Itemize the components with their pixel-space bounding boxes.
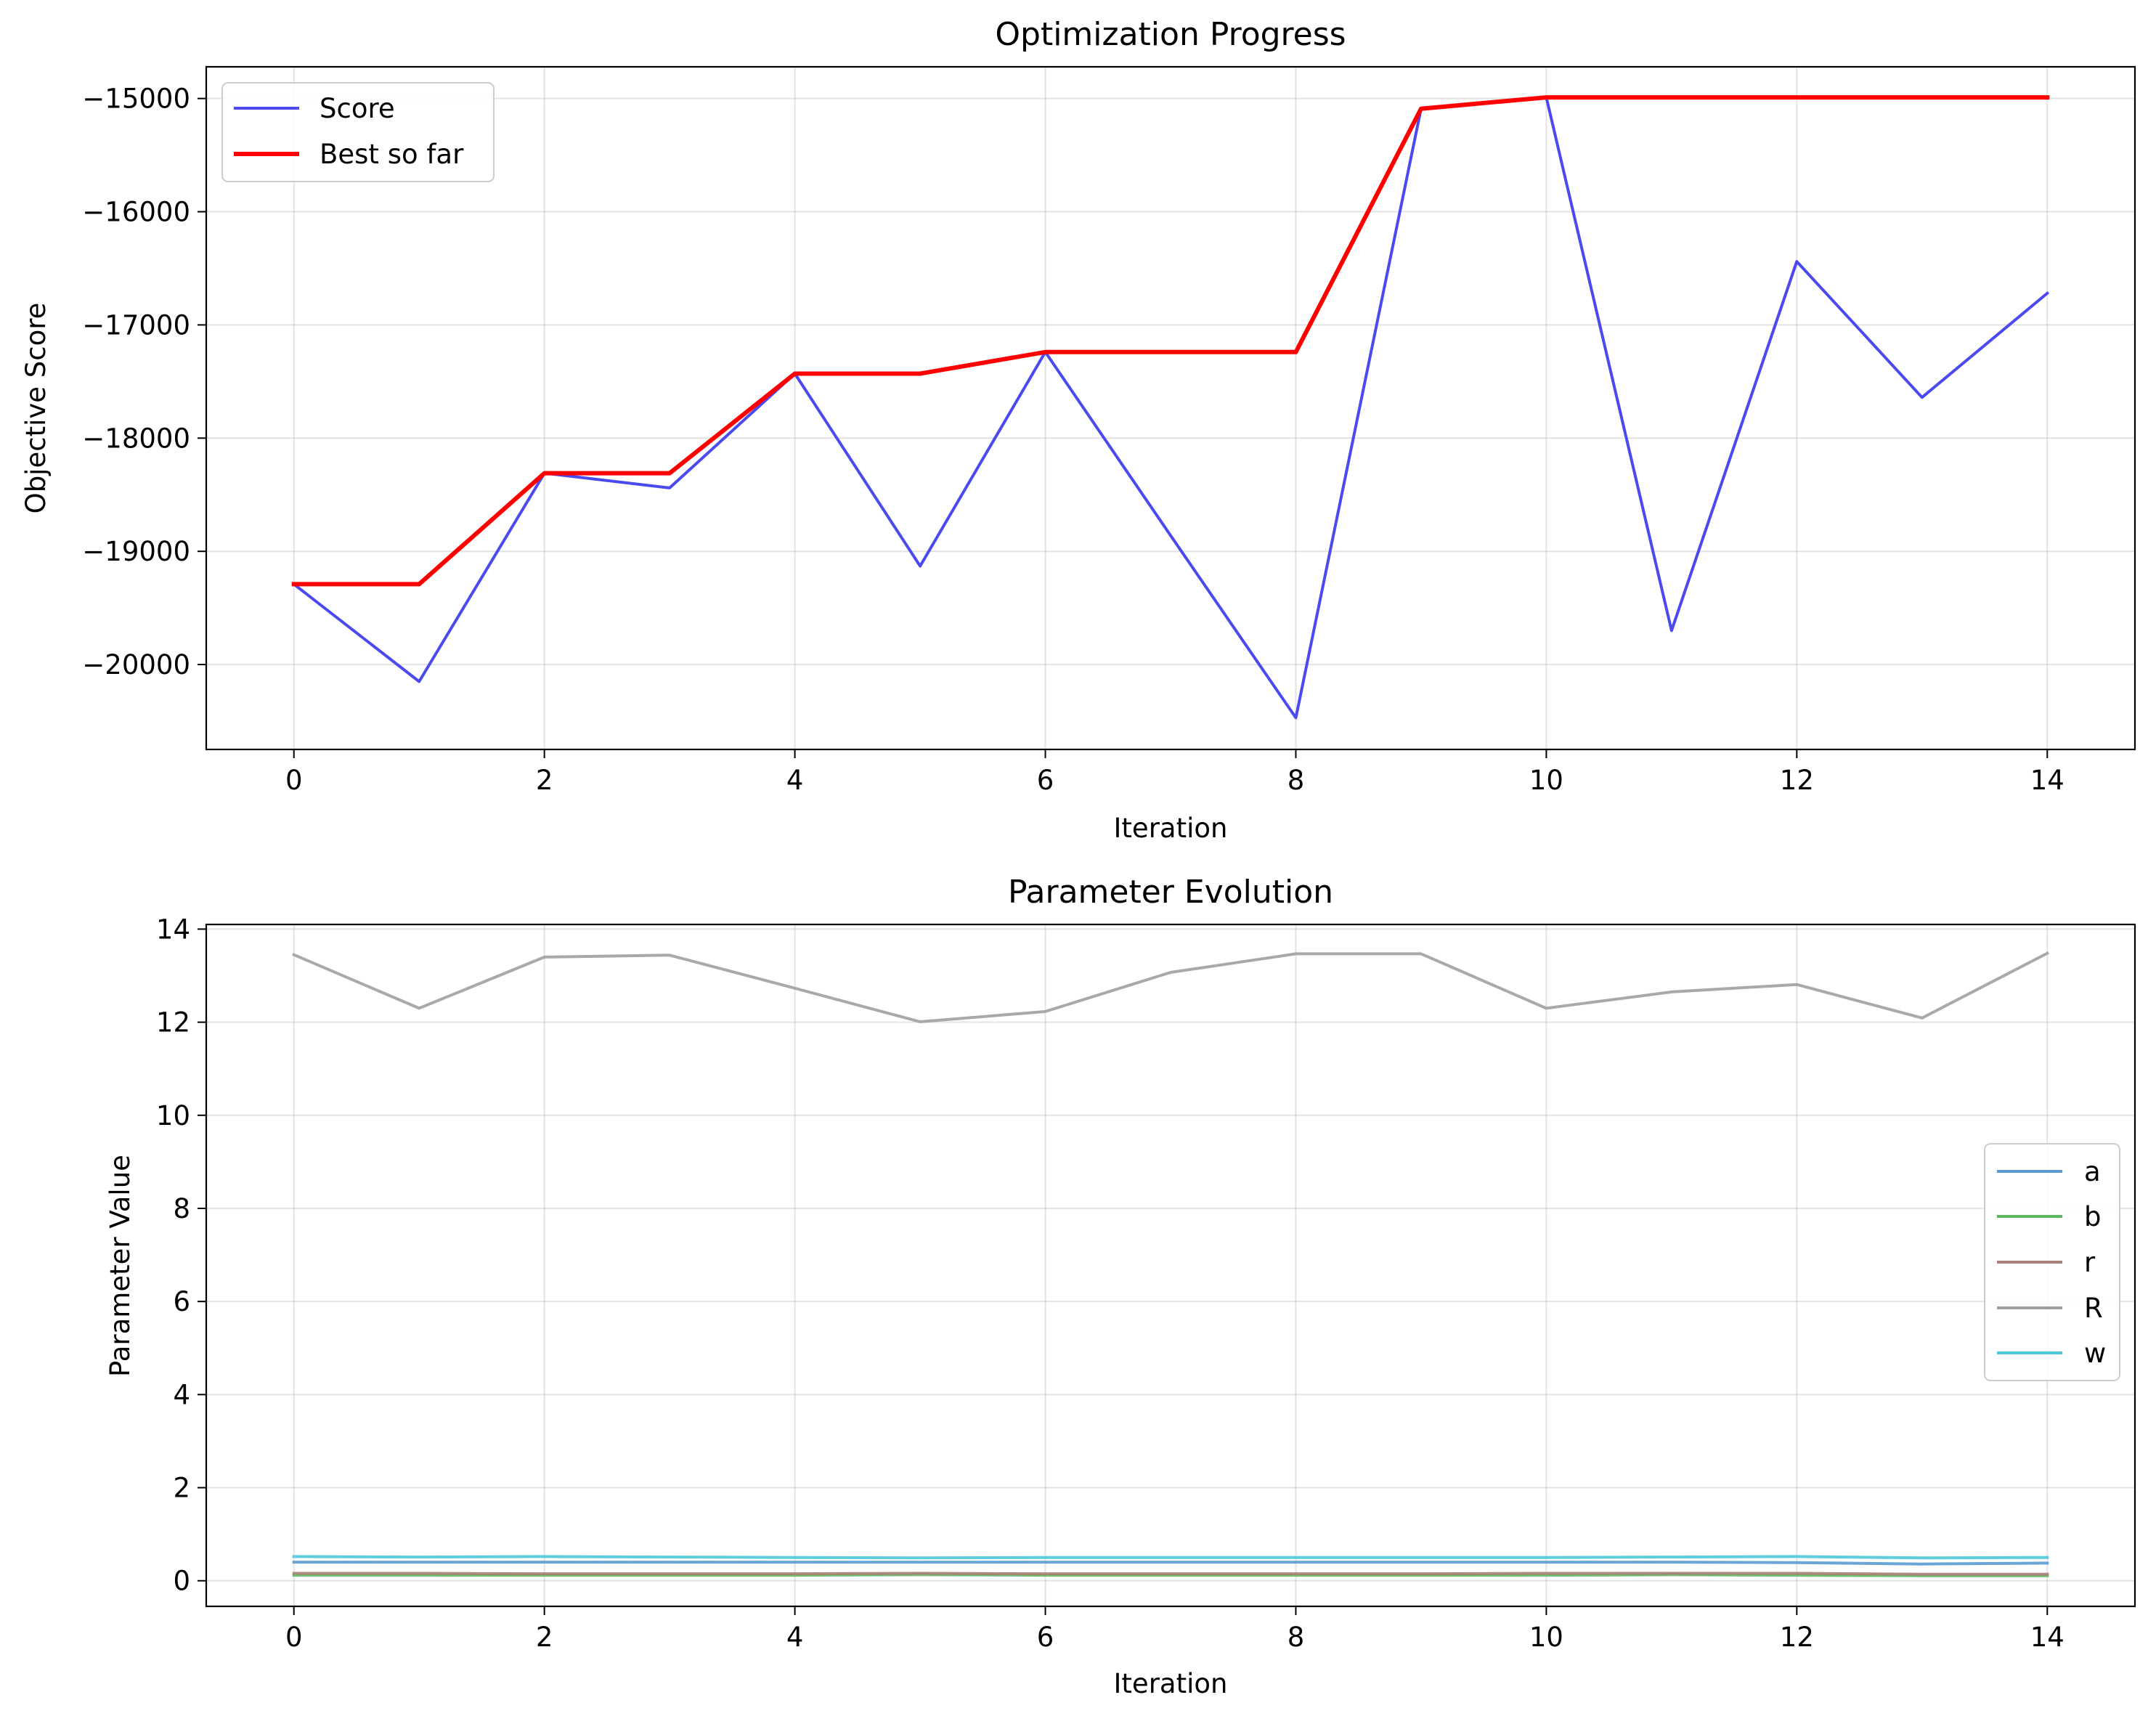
y-axis-label: Parameter Value [105, 1155, 136, 1377]
plot-frame [205, 65, 2136, 751]
x-tick-label: 0 [285, 765, 303, 796]
x-tick-label: 2 [536, 1622, 553, 1653]
grid [206, 67, 2135, 749]
plot-frame [205, 923, 2136, 1608]
chart-title: Parameter Evolution [1008, 874, 1333, 911]
legend: a b r R w [1984, 1143, 2120, 1381]
legend-label-best-so-far: Best so far [320, 139, 464, 170]
legend-label-score: Score [320, 93, 395, 124]
x-tick-label: 6 [1037, 1622, 1054, 1653]
y-tick-label: 4 [173, 1379, 190, 1410]
series-line-w [292, 1555, 2049, 1560]
optimization-progress-panel: Optimization Progress 0 2 4 6 8 10 12 14 −20000… [20, 16, 2136, 844]
series-line-big-r [292, 951, 2049, 1023]
y-tick-label: −18000 [82, 423, 190, 454]
x-tick-label: 12 [1780, 765, 1814, 796]
legend-label-w: w [2084, 1338, 2106, 1369]
y-tick-label: 14 [156, 914, 190, 945]
x-tick-label: 10 [1529, 765, 1563, 796]
legend: Score Best so far [221, 82, 495, 182]
x-axis-label: Iteration [1114, 813, 1228, 844]
x-ticks: 0 2 4 6 8 10 12 14 [285, 749, 2065, 796]
legend-label-big-r: R [2084, 1293, 2103, 1324]
y-tick-label: −20000 [82, 649, 190, 680]
x-tick-label: 14 [2030, 765, 2065, 796]
y-tick-label: −16000 [82, 197, 190, 228]
series-line-best-so-far [291, 95, 2050, 587]
y-tick-label: −15000 [82, 84, 190, 115]
x-ticks: 0 2 4 6 8 10 12 14 [285, 1606, 2065, 1653]
y-tick-label: 8 [173, 1193, 190, 1224]
series-lines [292, 951, 2049, 1577]
x-tick-label: 14 [2030, 1622, 2065, 1653]
x-tick-label: 10 [1529, 1622, 1563, 1653]
x-tick-label: 0 [285, 1622, 303, 1653]
parameter-evolution-panel: Parameter Evolution 0 2 4 6 8 10 12 14 0 2 4 6 8 10 1… [105, 874, 2136, 1699]
x-tick-label: 4 [786, 1622, 804, 1653]
y-tick-label: −17000 [82, 309, 190, 341]
x-tick-label: 8 [1288, 1622, 1305, 1653]
y-ticks: −20000 −19000 −18000 −17000 −16000 −15000 [82, 84, 206, 680]
series-lines [291, 95, 2050, 720]
y-ticks: 0 2 4 6 8 10 12 14 [156, 914, 206, 1597]
y-axis-label: Objective Score [20, 303, 52, 514]
legend-label-b: b [2084, 1201, 2102, 1232]
legend-label-r: r [2084, 1247, 2096, 1278]
series-line-score [291, 96, 2050, 720]
x-axis-label: Iteration [1114, 1668, 1228, 1699]
x-tick-label: 12 [1780, 1622, 1814, 1653]
grid [206, 924, 2135, 1606]
y-tick-label: 6 [173, 1286, 190, 1317]
y-tick-label: 10 [156, 1100, 190, 1131]
y-tick-label: 12 [156, 1007, 190, 1038]
x-tick-label: 8 [1288, 765, 1305, 796]
series-line-a [292, 1561, 2049, 1566]
y-tick-label: −19000 [82, 536, 190, 567]
legend-label-a: a [2084, 1156, 2101, 1187]
chart-title: Optimization Progress [995, 16, 1346, 53]
x-tick-label: 2 [536, 765, 553, 796]
y-tick-label: 2 [173, 1473, 190, 1504]
x-tick-label: 6 [1037, 765, 1054, 796]
y-tick-label: 0 [173, 1566, 190, 1597]
x-tick-label: 4 [786, 765, 804, 796]
